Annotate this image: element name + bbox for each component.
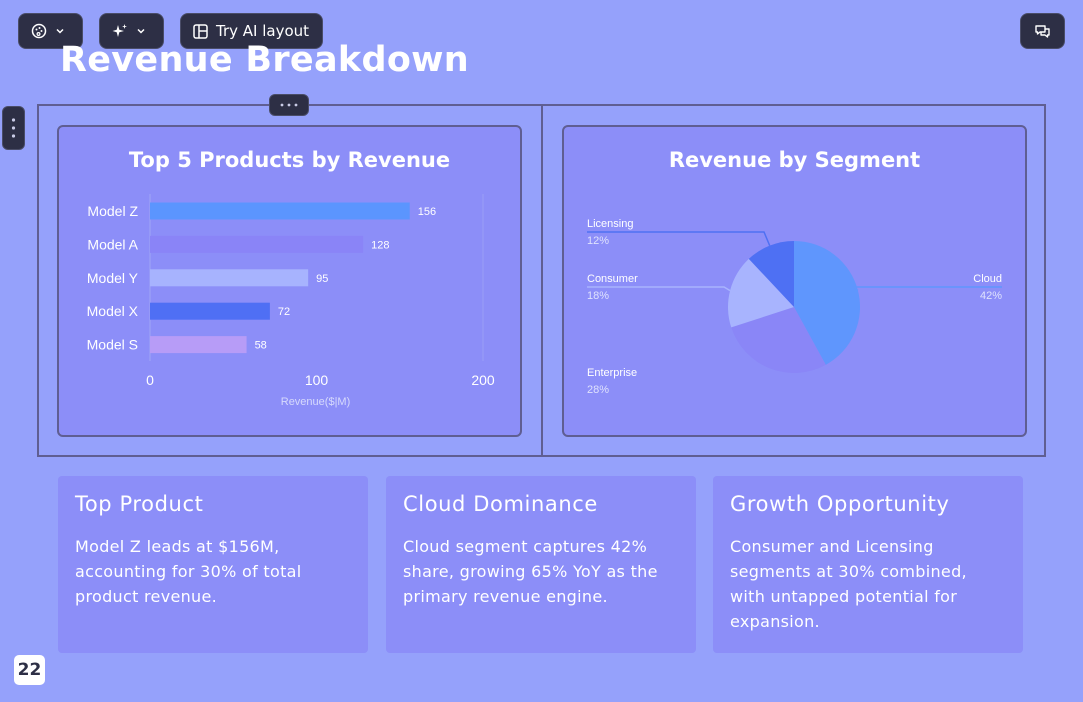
x-tick-label: 200 <box>471 372 495 388</box>
try-ai-layout-button[interactable]: Try AI layout <box>180 13 323 49</box>
bar-chart: Model Z 156 Model A 128 Model Y 95 Model X 72 Mo… <box>87 194 495 408</box>
column-resize-handle[interactable] <box>269 94 309 116</box>
bar-chart-card[interactable]: Top 5 Products by Revenue Model Z 156 Mode… <box>57 125 522 437</box>
category-tick-label: Model X <box>87 303 139 319</box>
category-tick-label: Model S <box>87 337 138 353</box>
insight-title: Growth Opportunity <box>730 492 950 516</box>
bar <box>150 202 410 220</box>
layout-icon <box>193 23 208 39</box>
category-tick-label: Model Y <box>87 270 139 286</box>
comment-icon <box>1034 23 1051 40</box>
block-side-handle[interactable] <box>2 106 25 150</box>
page-number-badge[interactable]: 22 <box>14 655 45 685</box>
callout-line <box>587 286 731 292</box>
slide-title[interactable]: Revenue Breakdown <box>60 40 470 80</box>
insight-card-growth-opportunity[interactable]: Growth Opportunity Consumer and Licensin… <box>713 476 1023 653</box>
slice-label: Cloud <box>973 273 1002 285</box>
bar <box>150 235 364 253</box>
insight-title: Top Product <box>75 492 204 516</box>
try-ai-layout-label: Try AI layout <box>216 22 310 40</box>
chevron-down-icon <box>55 26 65 36</box>
x-tick-label: 0 <box>146 372 154 388</box>
pie-slice <box>731 307 826 373</box>
insight-title: Cloud Dominance <box>403 492 598 516</box>
pie-chart-title: Revenue by Segment <box>668 148 921 172</box>
data-label: 128 <box>371 239 389 251</box>
pie-slice <box>728 258 794 328</box>
insight-card-cloud-dominance[interactable]: Cloud Dominance Cloud segment captures 4… <box>386 476 696 653</box>
bar <box>150 269 309 287</box>
theme-menu-button[interactable] <box>18 13 83 49</box>
slice-percent-label: 28% <box>587 384 609 396</box>
comments-button[interactable] <box>1020 13 1065 49</box>
callout-line <box>852 286 1002 292</box>
insight-body: Cloud segment captures 42% share, growin… <box>403 537 658 606</box>
insight-body: Consumer and Licensing segments at 30% c… <box>730 537 967 631</box>
drag-handle-icon <box>11 118 16 138</box>
slice-label: Consumer <box>587 273 638 285</box>
data-label: 95 <box>316 273 328 285</box>
x-axis-label: Revenue($|M) <box>281 396 351 408</box>
slice-percent-label: 18% <box>587 290 609 302</box>
slice-percent-label: 12% <box>587 235 609 247</box>
pie-chart-card[interactable]: Revenue by Segment Cloud 42% Enterprise 28%… <box>562 125 1027 437</box>
slice-label: Enterprise <box>587 367 637 379</box>
bar <box>150 302 270 320</box>
palette-icon <box>31 23 47 39</box>
slice-percent-label: 42% <box>980 290 1002 302</box>
insight-body: Model Z leads at $156M, accounting for 3… <box>75 537 302 606</box>
pie-slice <box>748 241 794 307</box>
chevron-down-icon <box>136 26 146 36</box>
x-tick-label: 100 <box>305 372 329 388</box>
slice-label: Licensing <box>587 218 633 230</box>
ai-menu-button[interactable] <box>99 13 164 49</box>
data-label: 72 <box>278 306 290 318</box>
callout-line <box>587 231 771 246</box>
column-divider <box>541 104 543 457</box>
bar-chart-title: Top 5 Products by Revenue <box>128 148 451 172</box>
data-label: 156 <box>418 206 436 218</box>
insight-card-top-product[interactable]: Top Product Model Z leads at $156M, acco… <box>58 476 368 653</box>
sparkles-icon <box>112 23 128 39</box>
bar <box>150 336 247 354</box>
pie-slice <box>794 241 860 365</box>
category-tick-label: Model Z <box>87 203 138 219</box>
more-dots-icon <box>280 103 298 107</box>
category-tick-label: Model A <box>87 236 138 252</box>
pie-chart: Cloud 42% Enterprise 28% Consumer 18% Licensin… <box>587 218 1002 396</box>
data-label: 58 <box>255 340 267 352</box>
